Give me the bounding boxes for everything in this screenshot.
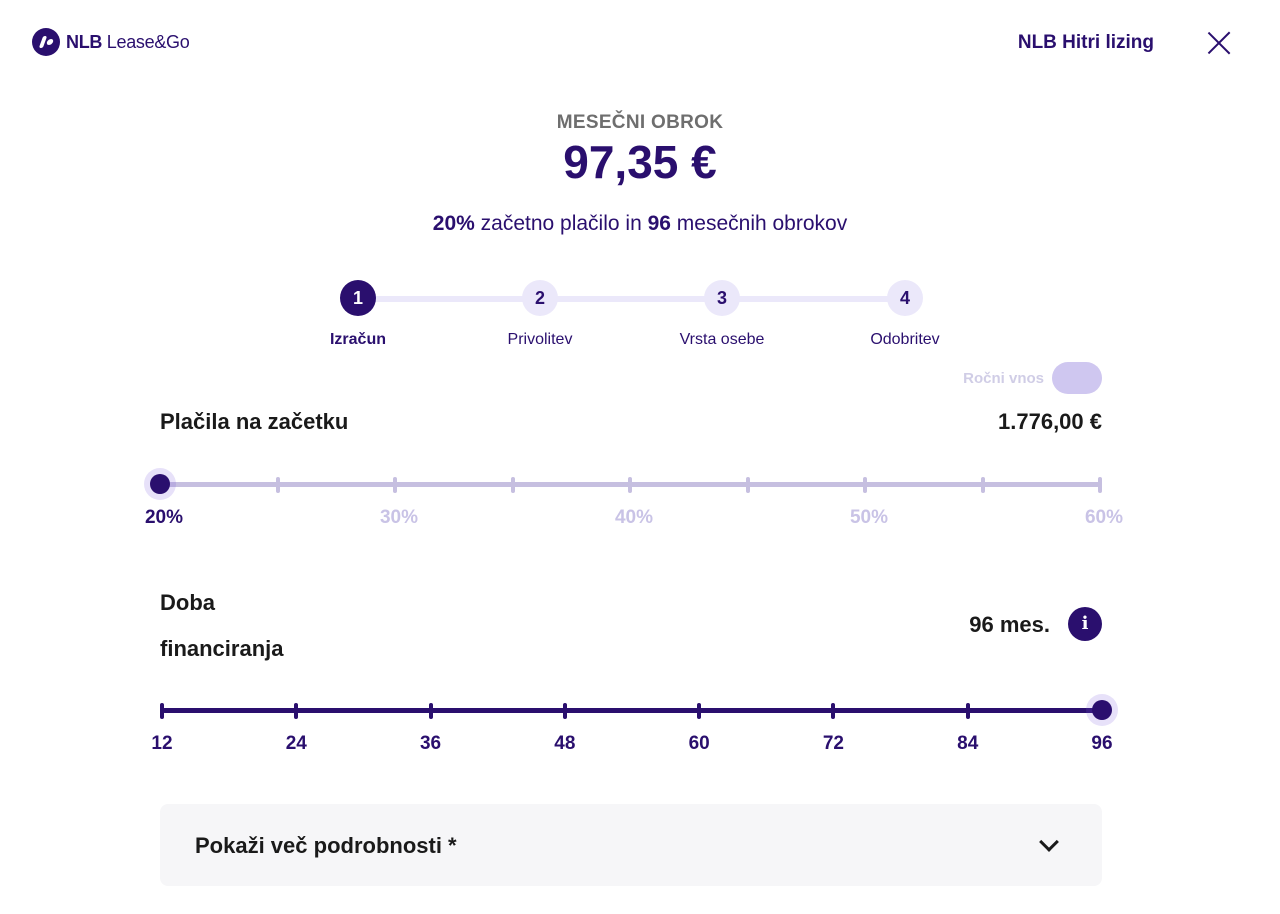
slider-tick [562,703,567,719]
down-payment-value: 1.776,00 € [998,409,1102,434]
slider-tick-label: 48 [554,733,576,754]
period-value: 96 mes. [969,612,1050,637]
step-label: Privolitev [507,331,573,348]
step-number: 4 [887,280,923,316]
slider-tick [697,703,702,719]
step-privolitev[interactable]: 2 Privolitev [460,280,620,349]
step-izracun[interactable]: 1 Izračun [278,280,438,349]
slider-tick-label: 60 [688,733,710,754]
step-odobritev[interactable]: 4 Odobritev [825,280,985,349]
monthly-payment-label: MESEČNI OBROK [556,112,724,133]
manual-input-label: Ročni vnos [963,370,1044,387]
slider-tick-label: 20% [144,507,184,528]
show-more-details-accordion[interactable]: Pokaži več podrobnosti * [160,804,1102,886]
slider-tick [510,477,515,493]
slider-tick [294,703,299,719]
slider-tick [275,477,280,493]
logo-text: NLB Lease&Go [66,31,190,52]
slider-tick-label: 30% [379,507,419,528]
step-number: 3 [704,280,740,316]
slider-tick [393,477,397,493]
header: NLB Lease&Go NLB Hitri lizing [0,0,1280,86]
step-number: 2 [522,280,558,316]
step-label: Izračun [329,331,386,348]
slider-tick [863,477,867,493]
progress-stepper: 1 Izračun 2 Privolitev 3 Vrsta osebe 4 O… [0,280,1280,360]
period-title-line1: Doba [160,590,215,615]
monthly-payment-amount: 97,35 € [563,136,717,188]
slider-tick [831,703,836,719]
slider-tick-label: 24 [285,733,307,754]
payment-summary: MESEČNI OBROK 97,35 € 20% začetno plačil… [0,112,1280,236]
slider-tick-label: 40% [614,507,654,528]
period-title-line2: financiranja [160,636,284,661]
slider-tick [745,477,750,493]
slider-tick [628,477,632,493]
payment-description: 20% začetno plačilo in 96 mesečnih obrok… [432,212,848,235]
manual-input-toggle-row: Ročni vnos [920,360,1110,396]
slider-tick-label: 60% [1084,507,1124,528]
slider-tick-label: 84 [957,733,979,754]
slider-knob[interactable] [1092,700,1112,720]
manual-input-toggle[interactable] [1052,362,1102,394]
nlb-logo-icon [32,28,60,56]
slider-tick [160,703,164,719]
period-slider[interactable] [160,700,1112,720]
step-number: 1 [340,280,376,316]
hitri-lizing-link[interactable]: NLB Hitri lizing [1017,32,1154,53]
slider-tick [1098,477,1102,493]
chevron-down-icon [1039,832,1059,852]
step-vrsta-osebe[interactable]: 3 Vrsta osebe [642,280,802,349]
slider-tick-label: 50% [849,507,889,528]
nlb-logo[interactable]: NLB Lease&Go [32,28,190,56]
details-label: Pokaži več podrobnosti * [195,833,457,858]
slider-tick-label: 96 [1091,733,1113,754]
slider-tick-label: 12 [151,733,173,754]
slider-tick [980,477,985,493]
slider-tick-label: 72 [822,733,844,754]
slider-track [162,708,1102,713]
close-icon[interactable] [1206,30,1232,56]
info-icon[interactable]: i [1068,607,1102,641]
stepper-line [358,296,905,302]
down-payment-title: Plačila na začetku [160,409,349,434]
slider-tick [965,703,970,719]
slider-knob[interactable] [150,474,170,494]
down-payment-slider[interactable] [150,474,1102,494]
slider-tick [428,703,433,719]
slider-tick-label: 36 [419,733,442,754]
step-label: Odobritev [870,331,940,348]
step-label: Vrsta osebe [679,331,765,348]
